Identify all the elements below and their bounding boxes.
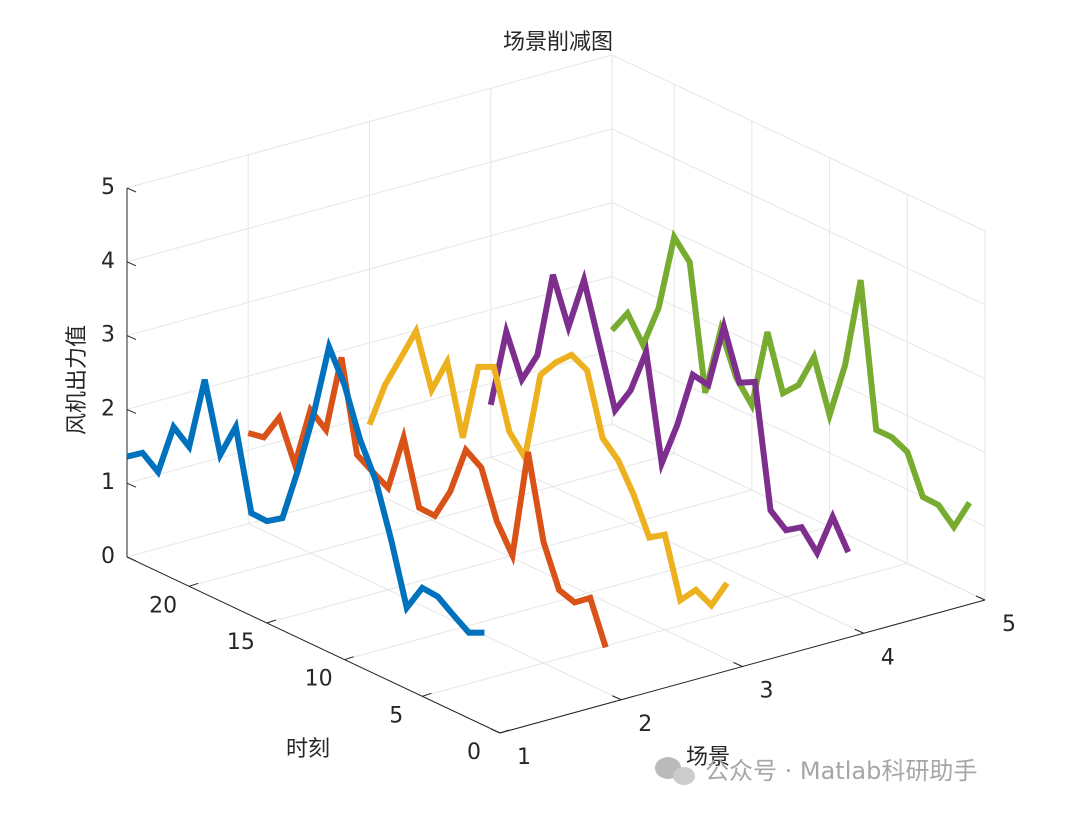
- x-tick: [490, 728, 501, 734]
- z-tick: [126, 482, 137, 488]
- x-tick-label: 2: [638, 712, 652, 737]
- series-line: [487, 268, 851, 560]
- series-line: [366, 323, 730, 610]
- y-tick: [422, 692, 432, 697]
- x-tick-label: 4: [881, 645, 895, 670]
- y-tick-label: 5: [389, 703, 403, 728]
- watermark-icon: [655, 757, 695, 785]
- grid-line: [126, 54, 613, 189]
- y-tick: [344, 656, 354, 661]
- grid-line: [126, 128, 613, 263]
- z-tick: [126, 261, 137, 267]
- z-tick-label: 2: [101, 396, 115, 421]
- grid-line: [126, 423, 613, 558]
- grid-line: [422, 562, 908, 697]
- chart-title: 场景削减图: [503, 30, 613, 55]
- z-tick-label: 3: [101, 323, 115, 348]
- z-tick-label: 1: [101, 470, 115, 495]
- grid-line: [611, 54, 986, 232]
- z-axis-label: 风机出力值: [65, 325, 90, 435]
- series-line: [247, 356, 609, 649]
- y-tick-label: 0: [467, 740, 481, 765]
- x-tick: [975, 595, 986, 601]
- grid-line: [126, 202, 613, 337]
- z-tick: [126, 335, 137, 341]
- x-tick: [733, 662, 743, 667]
- grid-line: [611, 128, 986, 306]
- y-axis: [126, 556, 501, 734]
- x-tick-label: 3: [760, 679, 774, 704]
- y-tick-label: 10: [305, 667, 333, 692]
- x-axis-label: 场景: [686, 745, 730, 770]
- x-tick: [612, 695, 622, 701]
- y-axis-label: 时刻: [286, 737, 330, 762]
- y-tick: [499, 729, 510, 734]
- z-tick-label: 0: [101, 544, 115, 569]
- x-tick-label: 1: [517, 745, 531, 770]
- series-line: [126, 336, 485, 636]
- grid-line: [611, 202, 986, 380]
- grid-line: [611, 275, 986, 453]
- y-tick: [189, 582, 199, 587]
- z-tick: [126, 556, 137, 562]
- z-tick-label: 5: [101, 175, 115, 200]
- z-tick: [126, 187, 137, 193]
- grid-line: [266, 489, 753, 624]
- z-tick: [126, 408, 137, 414]
- z-tick-label: 4: [101, 249, 115, 274]
- x-tick: [854, 628, 864, 634]
- watermark: 公众号 · Matlab科研助手: [705, 757, 977, 785]
- y-tick-label: 20: [149, 593, 177, 618]
- y-tick: [266, 619, 277, 624]
- grid-line: [344, 526, 830, 661]
- series-line: [609, 229, 972, 533]
- grid-line: [189, 452, 675, 587]
- grid-line: [611, 423, 986, 601]
- x-tick-label: 5: [1002, 612, 1016, 637]
- y-tick-label: 15: [227, 630, 255, 655]
